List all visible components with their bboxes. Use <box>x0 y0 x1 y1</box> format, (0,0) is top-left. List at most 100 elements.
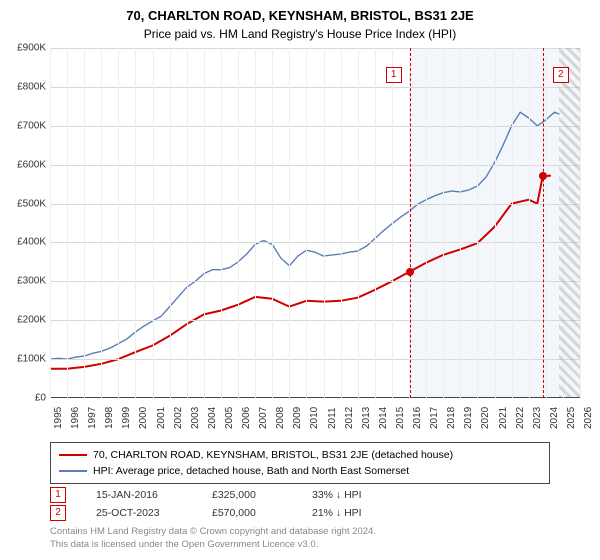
gridline-v <box>67 48 68 398</box>
gridline-v <box>50 48 51 398</box>
y-tick-label: £400K <box>2 237 46 248</box>
sale-marker-box: 1 <box>386 67 402 83</box>
footnote: Contains HM Land Registry data © Crown c… <box>50 525 376 551</box>
x-tick-label: 2002 <box>173 407 184 429</box>
gridline-v <box>529 48 530 398</box>
legend-swatch <box>59 470 87 473</box>
x-tick-label: 2007 <box>258 407 269 429</box>
gridline-h <box>50 87 580 88</box>
sales-price: £570,000 <box>212 507 282 519</box>
gridline-v <box>272 48 273 398</box>
x-tick-label: 2005 <box>224 407 235 429</box>
gridline-v <box>204 48 205 398</box>
x-tick-label: 2003 <box>190 407 201 429</box>
gridline-h <box>50 281 580 282</box>
gridline-v <box>221 48 222 398</box>
y-tick-label: £0 <box>2 393 46 404</box>
x-tick-label: 2017 <box>429 407 440 429</box>
gridline-v <box>546 48 547 398</box>
gridline-v <box>118 48 119 398</box>
gridline-v <box>135 48 136 398</box>
gridline-v <box>84 48 85 398</box>
sale-dot <box>406 268 414 276</box>
x-tick-label: 2009 <box>292 407 303 429</box>
chart-lines-svg <box>50 48 580 398</box>
gridline-v <box>495 48 496 398</box>
gridline-v <box>580 48 581 398</box>
gridline-h <box>50 242 580 243</box>
gridline-v <box>306 48 307 398</box>
gridline-v <box>170 48 171 398</box>
gridline-v <box>443 48 444 398</box>
sale-marker-box: 2 <box>553 67 569 83</box>
gridline-v <box>477 48 478 398</box>
footnote-line: Contains HM Land Registry data © Crown c… <box>50 525 376 538</box>
chart-title: 70, CHARLTON ROAD, KEYNSHAM, BRISTOL, BS… <box>0 0 600 23</box>
gridline-v <box>238 48 239 398</box>
sales-row: 1 15-JAN-2016 £325,000 33% ↓ HPI <box>50 486 402 504</box>
gridline-v <box>426 48 427 398</box>
sales-row: 225-OCT-2023£570,00021% ↓ HPI <box>50 504 402 522</box>
sale-vline <box>543 48 544 398</box>
sales-date: 15-JAN-2016 <box>96 489 182 501</box>
x-tick-label: 2006 <box>241 407 252 429</box>
y-tick-label: £200K <box>2 315 46 326</box>
gridline-v <box>460 48 461 398</box>
x-tick-label: 2022 <box>515 407 526 429</box>
x-tick-label: 2024 <box>549 407 560 429</box>
sales-table: 115-JAN-2016£325,00033% ↓ HPI225-OCT-202… <box>50 486 402 522</box>
x-tick-label: 2011 <box>327 407 338 429</box>
gridline-v <box>101 48 102 398</box>
legend-item: HPI: Average price, detached house, Bath… <box>59 463 541 479</box>
chart-container: 70, CHARLTON ROAD, KEYNSHAM, BRISTOL, BS… <box>0 0 600 560</box>
chart-subtitle: Price paid vs. HM Land Registry's House … <box>0 23 600 47</box>
x-tick-label: 2010 <box>309 407 320 429</box>
sales-date: 25-OCT-2023 <box>96 507 182 519</box>
gridline-v <box>153 48 154 398</box>
x-tick-label: 1999 <box>121 407 132 429</box>
gridline-v <box>324 48 325 398</box>
gridline-h <box>50 359 580 360</box>
sales-marker: 1 <box>50 487 66 503</box>
x-tick-label: 1997 <box>87 407 98 429</box>
sale-dot <box>539 172 547 180</box>
sales-pct: 21% ↓ HPI <box>312 507 402 519</box>
gridline-v <box>512 48 513 398</box>
x-tick-label: 2008 <box>275 407 286 429</box>
sales-pct: 33% ↓ HPI <box>312 489 402 501</box>
footnote-line: This data is licensed under the Open Gov… <box>50 538 376 551</box>
x-tick-label: 2001 <box>156 407 167 429</box>
y-tick-label: £800K <box>2 81 46 92</box>
gridline-v <box>375 48 376 398</box>
x-tick-label: 2018 <box>446 407 457 429</box>
y-tick-label: £700K <box>2 120 46 131</box>
gridline-h <box>50 48 580 49</box>
legend-box: 70, CHARLTON ROAD, KEYNSHAM, BRISTOL, BS… <box>50 442 550 484</box>
x-tick-label: 1996 <box>70 407 81 429</box>
gridline-h <box>50 165 580 166</box>
gridline-v <box>358 48 359 398</box>
gridline-v <box>187 48 188 398</box>
hatched-future-region <box>559 48 580 398</box>
y-tick-label: £600K <box>2 159 46 170</box>
x-tick-label: 2004 <box>207 407 218 429</box>
legend-swatch <box>59 454 87 457</box>
gridline-v <box>392 48 393 398</box>
x-tick-label: 2012 <box>344 407 355 429</box>
series-line-hpi <box>50 112 560 359</box>
x-tick-label: 2019 <box>463 407 474 429</box>
x-tick-label: 2021 <box>498 407 509 429</box>
x-tick-label: 2014 <box>378 407 389 429</box>
legend-label: HPI: Average price, detached house, Bath… <box>93 463 409 479</box>
sales-price: £325,000 <box>212 489 282 501</box>
gridline-h <box>50 126 580 127</box>
y-tick-label: £300K <box>2 276 46 287</box>
y-tick-label: £900K <box>2 43 46 54</box>
gridline-v <box>255 48 256 398</box>
legend-item: 70, CHARLTON ROAD, KEYNSHAM, BRISTOL, BS… <box>59 447 541 463</box>
y-tick-label: £500K <box>2 198 46 209</box>
x-tick-label: 2013 <box>361 407 372 429</box>
gridline-v <box>289 48 290 398</box>
gridline-h <box>50 320 580 321</box>
legend-label: 70, CHARLTON ROAD, KEYNSHAM, BRISTOL, BS… <box>93 447 453 463</box>
